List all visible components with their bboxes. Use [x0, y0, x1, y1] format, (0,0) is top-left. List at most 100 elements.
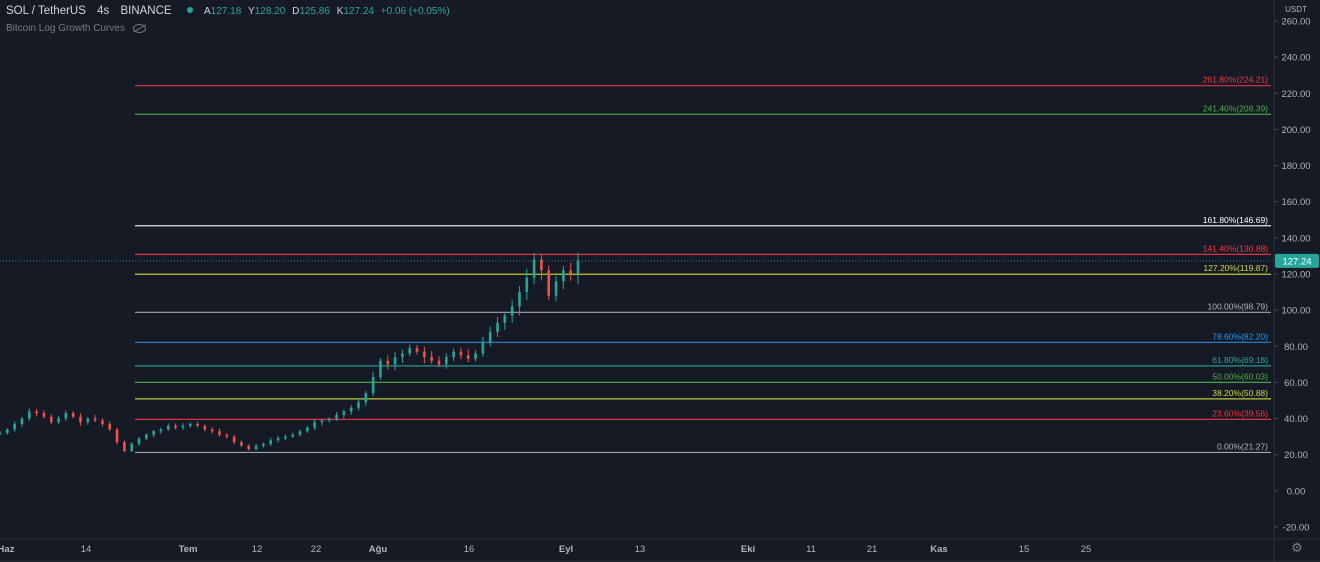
candle-body	[42, 413, 46, 417]
current-price-label: 127.24	[1282, 256, 1311, 267]
x-tick-label: 22	[311, 544, 322, 555]
price-unit-label: USDT	[1285, 5, 1307, 14]
candle-body	[488, 331, 492, 343]
candle-body	[401, 353, 404, 358]
y-tick-label: 0.00	[1287, 486, 1306, 497]
candle-body	[284, 436, 287, 439]
candle-body	[386, 360, 390, 365]
fib-level-label: 0.00%(21.27)	[1217, 441, 1268, 451]
y-tick-label: 40.00	[1284, 414, 1308, 425]
fib-level-label: 100.00%(98.79)	[1208, 301, 1269, 311]
y-tick-label: 260.00	[1281, 17, 1310, 28]
candle-body	[342, 411, 346, 415]
candle-body	[305, 427, 309, 432]
candle-body	[262, 443, 265, 446]
candle-body	[269, 440, 273, 444]
x-tick-label: Tem	[179, 544, 198, 555]
candle-body	[86, 418, 90, 423]
candle-body	[218, 431, 221, 435]
candle-body	[210, 429, 214, 432]
candle-body	[152, 431, 155, 435]
candle-body	[445, 357, 448, 365]
x-tick-label: 16	[464, 544, 475, 555]
candle-body	[49, 416, 53, 423]
symbol-name[interactable]: SOL / TetherUS	[6, 5, 86, 17]
x-tick-label: 25	[1081, 544, 1092, 555]
candle-body	[423, 351, 426, 358]
candle-body	[0, 433, 2, 435]
candle-body	[576, 260, 580, 274]
candle-body	[166, 425, 170, 430]
y-tick-label: 180.00	[1281, 161, 1310, 172]
high-value: 128.20	[254, 6, 286, 17]
candle-body	[27, 411, 31, 419]
gear-icon[interactable]: ⚙	[1291, 540, 1303, 555]
candle-body	[137, 438, 141, 444]
x-tick-label: 15	[1019, 544, 1030, 555]
ohlc-values: A127.18 Y128.20 D125.86 K127.24 +0.06 (+…	[204, 6, 450, 17]
fib-level-label: 61.80%(69.18)	[1212, 355, 1268, 365]
x-tick-label: Ağu	[369, 544, 388, 555]
candle-body	[393, 357, 397, 365]
candle-body	[57, 418, 60, 423]
x-tick-label: 14	[81, 544, 92, 555]
interval[interactable]: 4s	[97, 5, 110, 17]
candle-body	[188, 423, 192, 426]
candle-body	[569, 270, 572, 274]
symbol-header[interactable]: SOL / TetherUS 4s BINANCE A127.18 Y128.2…	[6, 5, 450, 17]
candle-body	[254, 445, 258, 450]
y-tick-label: 20.00	[1284, 450, 1308, 461]
candle-body	[430, 357, 433, 361]
candle-body	[562, 270, 565, 282]
indicator-legend[interactable]: Bitcoin Log Growth Curves	[6, 23, 146, 34]
candle-body	[108, 423, 112, 430]
candle-body	[415, 348, 419, 352]
candle-body	[459, 351, 463, 356]
candle-body	[225, 434, 229, 437]
candle-body	[232, 436, 236, 443]
y-tick-label: 60.00	[1284, 378, 1308, 389]
fib-level-label: 241.40%(208.39)	[1203, 103, 1268, 113]
fibonacci-retracement[interactable]: 261.80%(224.21) 241.40%(208.39) 161.80%(14…	[135, 75, 1271, 454]
x-tick-label: 11	[806, 544, 816, 555]
indicator-name[interactable]: Bitcoin Log Growth Curves	[6, 23, 125, 34]
fib-level-label: 38.20%(50.88)	[1212, 388, 1268, 398]
candle-body	[276, 438, 280, 441]
x-tick-label: Kas	[930, 544, 947, 555]
change-value: +0.06 (+0.05%)	[380, 6, 450, 17]
candle-body	[364, 393, 368, 403]
x-tick-label: 12	[252, 544, 263, 555]
current-price-tag	[1275, 253, 1319, 268]
candle-body	[291, 434, 294, 437]
candle-body	[474, 353, 477, 359]
candle-body	[181, 425, 185, 428]
candle-body	[93, 418, 97, 421]
fib-level-label: 261.80%(224.21)	[1203, 75, 1268, 85]
x-tick-label: Eyl	[559, 544, 573, 555]
candle-body	[357, 402, 360, 408]
exchange: BINANCE	[120, 5, 172, 17]
candle-body	[196, 423, 199, 426]
candle-body	[64, 413, 68, 419]
y-tick-label: 140.00	[1281, 233, 1310, 244]
x-tick-label: 21	[867, 544, 878, 555]
candle-body	[481, 342, 485, 354]
candle-body	[320, 420, 324, 423]
candle-body	[540, 259, 543, 271]
candle-body	[71, 413, 75, 417]
y-tick-label: 200.00	[1281, 125, 1310, 136]
candle-body	[203, 425, 207, 430]
candle-body	[452, 351, 455, 358]
candle-body	[547, 270, 551, 296]
candle-body	[510, 306, 514, 316]
x-tick-label: Haz	[0, 544, 15, 555]
eye-crossed-icon[interactable]	[132, 23, 146, 33]
candle-body	[371, 377, 375, 394]
candle-body	[466, 355, 470, 359]
x-tick-label: Eki	[741, 544, 755, 555]
market-status-icon	[186, 7, 193, 14]
fib-level-label: 50.00%(60.03)	[1212, 371, 1268, 381]
